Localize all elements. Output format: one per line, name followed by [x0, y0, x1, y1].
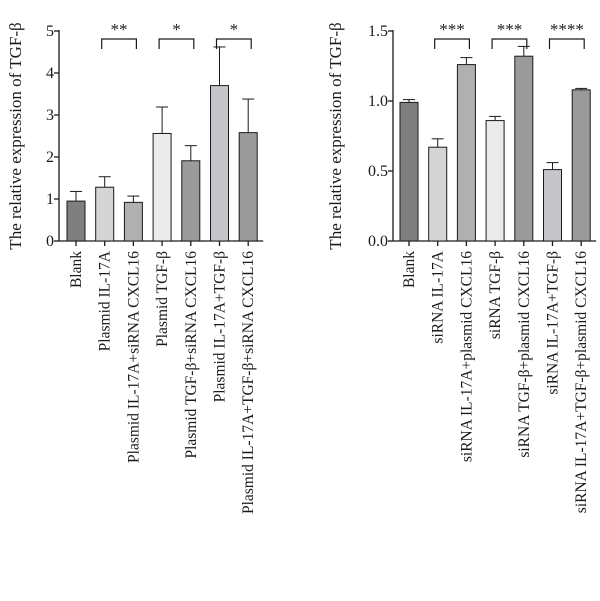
bar [399, 101, 419, 242]
y-tick-label: 4 [46, 65, 54, 82]
bar [66, 200, 86, 242]
y-axis-label-left: The relative expression of TGF-β [6, 22, 25, 249]
chart-panel-right: 0.0 0.5 1.0 1.5 Blank siRNA IL-17A siRNA IL-17… [368, 20, 597, 513]
x-tick-label: siRNA IL-17A [430, 250, 447, 343]
bar [428, 146, 448, 242]
bar [181, 160, 201, 242]
bar [571, 89, 591, 242]
significance-label: * [172, 20, 181, 39]
bar [95, 186, 115, 242]
x-tick-label: Blank [68, 251, 85, 288]
significance-label: ** [111, 20, 128, 39]
x-tick-label: siRNA IL-17A+TGF-β+plasmid CXCL16 [573, 251, 590, 513]
y-tick-label: 1.5 [368, 23, 388, 40]
bar [543, 169, 562, 242]
x-tick-label: Plasmid TGF-β+siRNA CXCL16 [183, 251, 200, 459]
chart-panel-left: 0 1 2 3 4 5 Blank Plasmid IL-17A Plasmid IL-17A+… [46, 20, 264, 514]
y-tick-label: 0 [46, 233, 54, 250]
y-tick-label: 0.5 [368, 163, 388, 180]
bar [485, 120, 505, 242]
y-tick-label: 1 [46, 191, 54, 208]
x-tick-label: siRNA TGF-β [487, 251, 504, 339]
significance-label: **** [550, 20, 584, 39]
significance-bracket [434, 38, 470, 49]
x-tick-label: Plasmid IL-17A [97, 250, 114, 351]
significance-bracket [158, 38, 195, 49]
bar [238, 132, 258, 242]
significance-label: *** [497, 20, 523, 39]
significance-bracket [215, 38, 252, 49]
y-axis-label-right: The relative expression of TGF-β [326, 22, 345, 249]
significance-label: * [230, 20, 239, 39]
y-tick-label: 0.0 [368, 233, 388, 250]
x-tick-label: siRNA IL-17A+TGF-β [545, 251, 562, 395]
y-tick-label: 3 [46, 107, 54, 124]
x-tick-label: Plasmid IL-17A+TGF-β+siRNA CXCL16 [240, 251, 257, 514]
significance-label: *** [439, 20, 465, 39]
y-tick-label: 2 [46, 149, 54, 166]
bar [456, 64, 476, 242]
bar [514, 55, 534, 242]
bar [152, 132, 172, 242]
significance-bracket [548, 38, 585, 49]
bar [210, 85, 229, 242]
significance-bracket [491, 38, 528, 49]
x-tick-label: Plasmid IL-17A+TGF-β [212, 251, 229, 402]
x-tick-label: Plasmid TGF-β [154, 251, 171, 347]
x-tick-label: siRNA IL-17A+plasmid CXCL16 [458, 251, 475, 462]
y-tick-label: 1.0 [368, 93, 388, 110]
x-tick-label: Plasmid IL-17A+siRNA CXCL16 [125, 251, 142, 463]
x-tick-label: Blank [401, 251, 418, 288]
bar [123, 201, 143, 242]
x-tick-label: siRNA TGF-β+plasmid CXCL16 [516, 251, 533, 458]
y-tick-label: 5 [46, 23, 54, 40]
significance-bracket [101, 38, 137, 49]
